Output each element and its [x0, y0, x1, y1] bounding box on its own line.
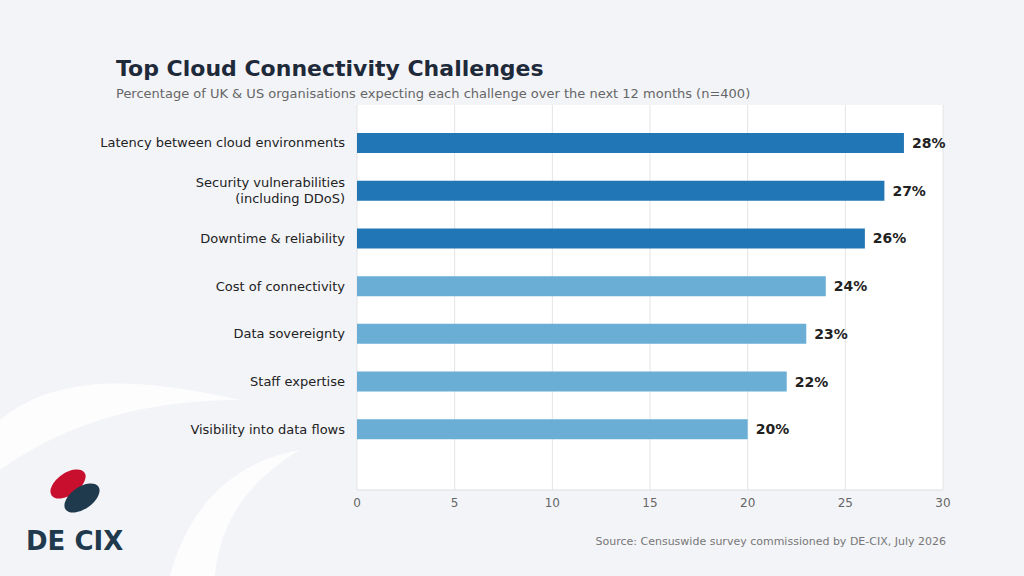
svg-text:30: 30	[935, 496, 950, 510]
svg-text:10: 10	[545, 496, 560, 510]
svg-text:Visibility into data flows: Visibility into data flows	[190, 422, 345, 437]
html-text:Top Cloud Connectivity Challen: Top Cloud Connectivity Challenges	[116, 56, 544, 81]
svg-text:Staff expertise: Staff expertise	[250, 374, 345, 389]
svg-text:25: 25	[838, 496, 853, 510]
html-text:Percentage of UK & US organisa: Percentage of UK & US organisations expe…	[116, 86, 751, 101]
html-text:DE CIX: DE CIX	[26, 526, 124, 556]
svg-text:23%: 23%	[814, 326, 848, 342]
svg-text:Data sovereignty: Data sovereignty	[233, 326, 345, 341]
svg-text:Security vulnerabilities: Security vulnerabilities	[196, 175, 345, 190]
svg-text:27%: 27%	[892, 183, 926, 199]
svg-text:5: 5	[451, 496, 459, 510]
svg-text:20: 20	[740, 496, 755, 510]
svg-text:26%: 26%	[873, 230, 907, 246]
svg-text:15: 15	[642, 496, 657, 510]
svg-text:Latency between cloud environm: Latency between cloud environments	[100, 135, 345, 150]
svg-text:0: 0	[353, 496, 361, 510]
svg-text:(including DDoS): (including DDoS)	[235, 191, 345, 206]
svg-text:Downtime & reliability: Downtime & reliability	[200, 231, 345, 246]
svg-text:24%: 24%	[834, 278, 868, 294]
svg-text:Cost of connectivity: Cost of connectivity	[216, 279, 346, 294]
svg-text:22%: 22%	[795, 374, 829, 390]
html-text:Source: Censuswide survey comm: Source: Censuswide survey commissioned b…	[595, 535, 946, 548]
svg-text:20%: 20%	[756, 421, 790, 437]
svg-text:28%: 28%	[912, 135, 946, 151]
